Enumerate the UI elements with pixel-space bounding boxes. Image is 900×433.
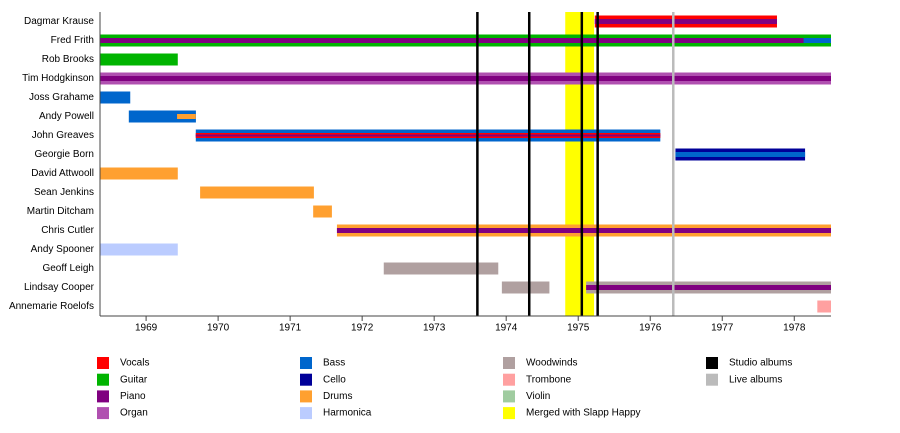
role-bar bbox=[336, 228, 831, 233]
legend-swatch bbox=[97, 357, 109, 369]
member-name: Annemarie Roelofs bbox=[9, 301, 94, 312]
role-bar bbox=[177, 114, 196, 119]
role-bar bbox=[803, 38, 831, 43]
legend-label: Drums bbox=[323, 391, 352, 402]
legend-label: Bass bbox=[323, 358, 345, 369]
member-name: Lindsay Cooper bbox=[24, 282, 95, 293]
legend-swatch bbox=[503, 357, 515, 369]
legend-swatch bbox=[503, 373, 515, 386]
member-name: Fred Frith bbox=[51, 35, 94, 46]
x-tick-label: 1977 bbox=[711, 323, 734, 334]
x-tick-label: 1971 bbox=[279, 323, 302, 334]
member-name: Rob Brooks bbox=[42, 54, 94, 65]
legend-label: Studio albums bbox=[729, 358, 792, 369]
member-name: Tim Hodgkinson bbox=[22, 73, 94, 84]
x-tick-label: 1973 bbox=[423, 323, 446, 334]
legend-swatch bbox=[97, 390, 109, 403]
legend-label: Cello bbox=[323, 374, 346, 385]
role-bar bbox=[313, 205, 332, 218]
legend-label: Woodwinds bbox=[526, 358, 578, 369]
role-bar bbox=[383, 262, 499, 275]
role-bar bbox=[100, 53, 178, 66]
legend-label: Piano bbox=[120, 391, 146, 402]
legend-label: Violin bbox=[526, 391, 550, 402]
legend-swatch bbox=[300, 407, 312, 420]
role-bar bbox=[100, 76, 831, 81]
x-tick-label: 1970 bbox=[207, 323, 230, 334]
member-name: David Attwooll bbox=[31, 168, 94, 179]
member-name: Joss Grahame bbox=[29, 92, 94, 103]
legend-swatch bbox=[706, 373, 718, 386]
period-band bbox=[565, 12, 595, 316]
x-tick-label: 1969 bbox=[135, 323, 158, 334]
legend-label: Vocals bbox=[120, 358, 149, 369]
legend-swatch bbox=[300, 390, 312, 403]
x-tick-label: 1975 bbox=[567, 323, 590, 334]
x-tick-label: 1974 bbox=[495, 323, 518, 334]
member-name: Andy Powell bbox=[39, 111, 94, 122]
member-name: Georgie Born bbox=[35, 149, 94, 160]
x-tick-label: 1976 bbox=[639, 323, 662, 334]
legend-swatch bbox=[300, 373, 312, 386]
member-name: Martin Ditcham bbox=[27, 206, 94, 217]
role-bar bbox=[594, 19, 777, 24]
member-name: Dagmar Krause bbox=[24, 16, 94, 27]
legend-swatch bbox=[503, 390, 515, 403]
member-name: Geoff Leigh bbox=[42, 263, 94, 274]
role-bar bbox=[501, 281, 550, 294]
legend-swatch bbox=[300, 357, 312, 369]
legend-swatch bbox=[97, 407, 109, 420]
legend-swatch bbox=[503, 407, 515, 420]
role-bar bbox=[100, 243, 178, 256]
role-bar bbox=[100, 167, 178, 180]
legend-label: Trombone bbox=[526, 374, 572, 385]
x-tick-label: 1972 bbox=[351, 323, 374, 334]
role-bar bbox=[100, 91, 131, 104]
legend-label: Guitar bbox=[120, 374, 148, 385]
member-name: Chris Cutler bbox=[41, 225, 94, 236]
legend-label: Live albums bbox=[729, 374, 782, 385]
legend-label: Harmonica bbox=[323, 408, 372, 419]
legend-swatch bbox=[97, 373, 109, 386]
role-bar bbox=[675, 152, 806, 157]
member-name: John Greaves bbox=[32, 130, 94, 141]
x-tick-label: 1978 bbox=[783, 323, 806, 334]
role-bar bbox=[195, 134, 661, 137]
member-name: Sean Jenkins bbox=[34, 187, 94, 198]
role-bar bbox=[100, 38, 831, 43]
legend-label: Organ bbox=[120, 408, 148, 419]
member-name: Andy Spooner bbox=[31, 244, 95, 255]
role-bar bbox=[817, 300, 831, 313]
legend-label: Merged with Slapp Happy bbox=[526, 408, 641, 419]
legend-swatch bbox=[706, 357, 718, 369]
role-bar bbox=[586, 285, 831, 290]
role-bar bbox=[200, 186, 314, 199]
